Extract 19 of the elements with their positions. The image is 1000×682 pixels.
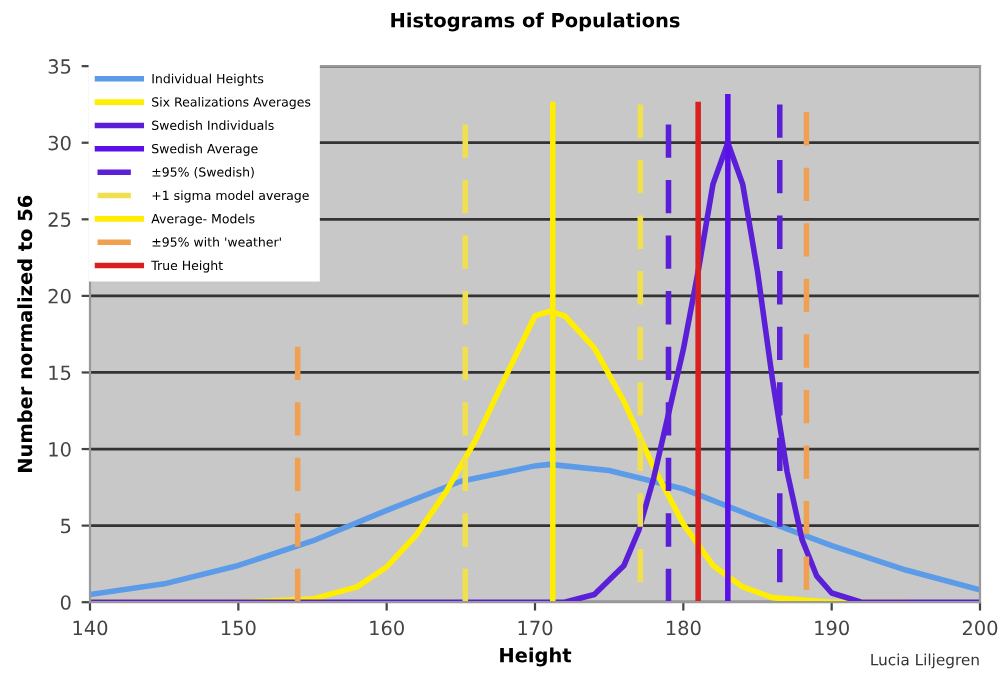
chart-title: Histograms of Populations [391,12,680,32]
x-tick-label: 160 [370,620,404,636]
x-tick-label: 170 [518,620,553,636]
x-tick-label: 140 [73,620,108,636]
y-tick-label: 15 [49,365,71,381]
y-tick-label: 0 [60,595,71,610]
x-tick-label: 190 [815,620,849,636]
y-tick-label: 35 [48,59,71,74]
x-tick-label: 200 [962,620,998,636]
x-tick-label: 150 [221,620,256,636]
x-axis-title: Height [500,647,572,667]
y-tick-label: 30 [48,135,71,151]
y-tick-label: 25 [48,212,71,227]
y-tick-label: 5 [61,518,71,534]
y-tick-label: 20 [48,288,71,304]
y-axis-title: Number normalized to 56 [17,195,33,472]
line-series [90,461,980,598]
y-tick-label: 10 [49,442,71,457]
x-tick-label: 180 [666,620,701,636]
